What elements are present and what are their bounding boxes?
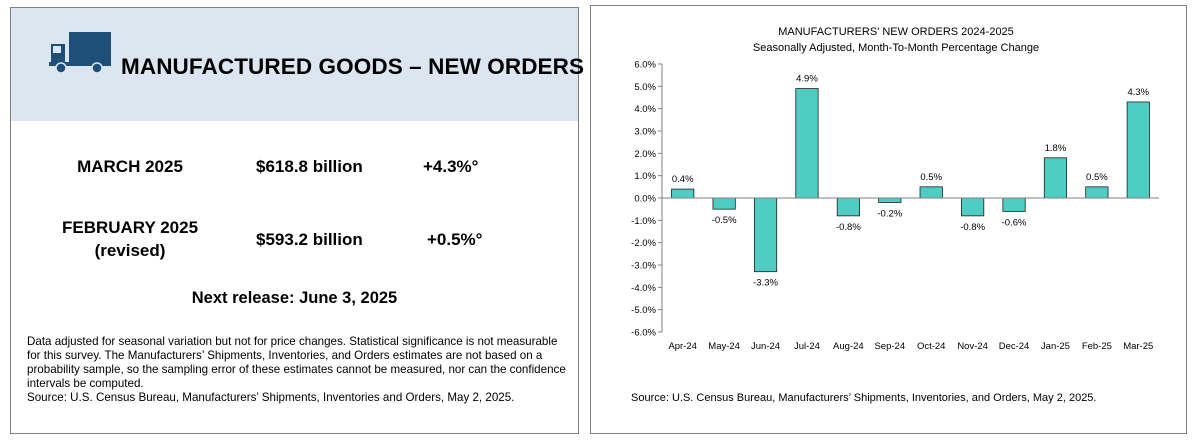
y-tick-label: 5.0% — [634, 82, 656, 93]
bar-dec-24 — [1002, 197, 1026, 212]
x-tick-label: Feb-25 — [1082, 341, 1112, 352]
data-label: 0.5% — [920, 172, 942, 183]
chart-panel: MANUFACTURERS' NEW ORDERS 2024-2025 Seas… — [590, 5, 1187, 434]
summary-notes: Data adjusted for seasonal variation but… — [27, 335, 572, 405]
x-axis: Apr-24 May-24 Jun-24 Jul-24 Aug-24 Sep-24 Oct-… — [662, 197, 1159, 352]
chart-title: MANUFACTURERS' NEW ORDERS 2024-2025 — [778, 26, 1014, 38]
bar-apr-24 — [671, 188, 695, 199]
y-tick-label: 2.0% — [634, 149, 656, 160]
bar-mar-25 — [1126, 101, 1150, 199]
x-tick-label: Jan-25 — [1041, 341, 1070, 352]
bar-nov-24 — [961, 197, 985, 217]
data-label: -0.2% — [877, 208, 902, 219]
y-tick-label: -1.0% — [631, 216, 656, 227]
bar-feb-25 — [1085, 186, 1109, 199]
next-release: Next release: June 3, 2025 — [191, 289, 398, 307]
x-tick-label: Oct-24 — [917, 341, 946, 352]
chart-subtitle: Seasonally Adjusted, Month-To-Month Perc… — [753, 42, 1039, 54]
data-label: -3.3% — [753, 278, 778, 289]
data-label: 1.8% — [1045, 143, 1067, 154]
bars — [671, 88, 1150, 273]
y-tick-label: 6.0% — [634, 60, 656, 71]
row-march-label: MARCH 2025 — [77, 157, 183, 176]
x-tick-label: Nov-24 — [957, 341, 988, 352]
bar-oct-24 — [919, 186, 943, 199]
summary-panel: MANUFACTURED GOODS – NEW ORDERS MARCH 20… — [10, 7, 584, 434]
data-label: -0.8% — [836, 222, 861, 233]
y-tick-label: 1.0% — [634, 171, 656, 182]
data-label: 0.4% — [672, 174, 694, 185]
data-labels: 0.4% -0.5% -3.3% 4.9% -0.8% -0.2% 0.5% -0.8% -0.… — [672, 74, 1150, 289]
y-tick-label: 3.0% — [634, 127, 656, 138]
data-label: 4.9% — [796, 74, 818, 85]
y-axis: 6.0% 5.0% 4.0% 3.0% 2.0% 1.0% 0.0% -1.0% -2.0% -3… — [631, 60, 663, 339]
y-tick-label: 0.0% — [634, 194, 656, 205]
methodology-note: Data adjusted for seasonal variation but… — [27, 335, 566, 390]
x-tick-label: Aug-24 — [833, 341, 864, 352]
x-tick-label: Apr-24 — [668, 341, 697, 352]
bar-may-24 — [712, 197, 736, 210]
row-february-value: $593.2 billion — [256, 230, 363, 249]
x-tick-label: May-24 — [708, 341, 740, 352]
y-tick-label: -4.0% — [631, 283, 656, 294]
row-march-change: +4.3%° — [423, 157, 479, 176]
bar-jul-24 — [795, 88, 819, 199]
bar-sep-24 — [878, 197, 902, 203]
x-tick-label: Mar-25 — [1123, 341, 1153, 352]
y-tick-label: -3.0% — [631, 261, 656, 272]
x-tick-label: Jun-24 — [751, 341, 780, 352]
x-tick-label: Sep-24 — [874, 341, 905, 352]
data-label: -0.8% — [960, 222, 985, 233]
row-february-label: FEBRUARY 2025 — [61, 218, 199, 237]
bar-jan-25 — [1043, 157, 1068, 199]
y-tick-label: -5.0% — [631, 305, 656, 316]
row-february-sublabel: (revised) — [94, 241, 166, 260]
y-tick-label: 4.0% — [634, 104, 656, 115]
summary-source: Source: U.S. Census Bureau, Manufacturer… — [27, 391, 515, 404]
data-label: -0.6% — [1002, 217, 1027, 228]
bar-aug-24 — [836, 197, 860, 217]
x-tick-label: Dec-24 — [999, 341, 1030, 352]
y-tick-label: -6.0% — [631, 328, 656, 339]
y-tick-label: -2.0% — [631, 238, 656, 249]
summary-title: MANUFACTURED GOODS – NEW ORDERS — [121, 54, 585, 79]
truck-icon — [49, 32, 111, 74]
bar-jun-24 — [753, 197, 778, 273]
row-march-value: $618.8 billion — [256, 157, 363, 176]
chart-source: Source: U.S. Census Bureau, Manufacturer… — [631, 392, 1097, 404]
data-label: 4.3% — [1127, 87, 1149, 98]
x-tick-label: Jul-24 — [794, 341, 820, 352]
data-label: 0.5% — [1086, 172, 1108, 183]
summary-header: MANUFACTURED GOODS – NEW ORDERS — [11, 8, 584, 121]
new-orders-chart: MANUFACTURERS' NEW ORDERS 2024-2025 Seas… — [631, 26, 1159, 404]
row-february-change: +0.5%° — [427, 230, 483, 249]
data-label: -0.5% — [712, 215, 737, 226]
